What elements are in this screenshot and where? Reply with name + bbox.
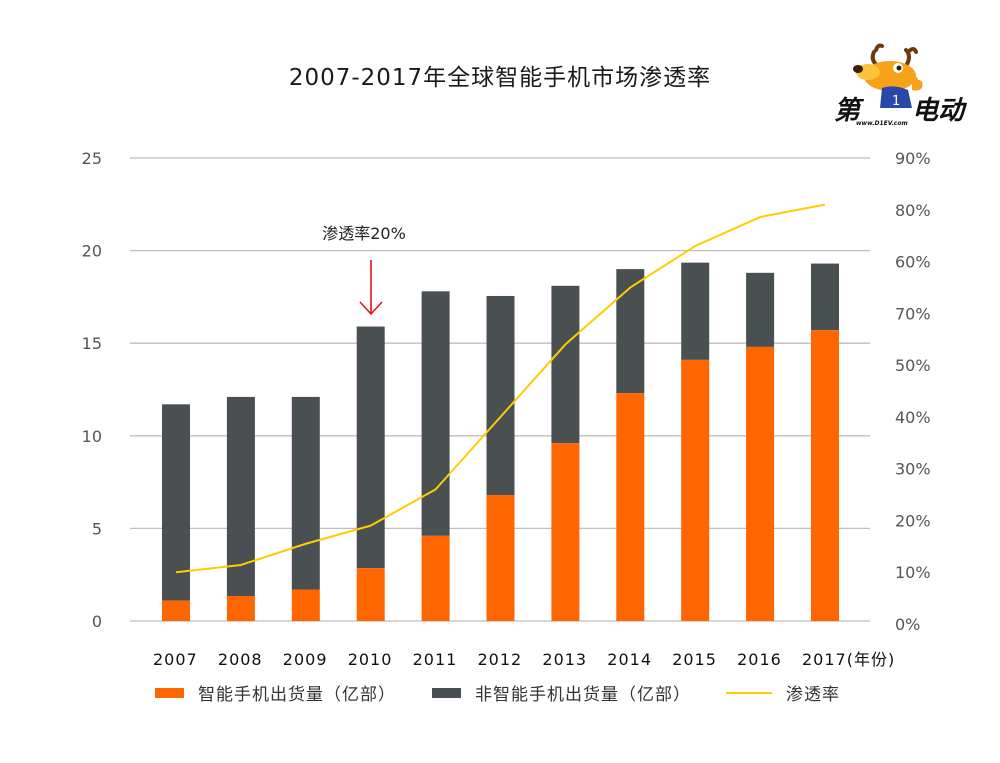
y-left-tick-label: 0: [92, 612, 102, 631]
bar-non-smartphone: [681, 262, 710, 360]
legend-item-smartphone: 智能手机出货量（亿部）: [155, 680, 396, 705]
d1ev-logo: 1 第 电动 www.D1EV.com: [832, 42, 972, 130]
legend-label: 非智能手机出货量（亿部）: [475, 685, 691, 705]
logo-text-right: 电动: [912, 96, 965, 126]
annotation-arrow-icon: [359, 260, 383, 316]
bar-non-smartphone: [811, 263, 839, 331]
x-tick-label: 2007: [153, 650, 198, 669]
y-right-tick-label: 60%: [895, 253, 931, 272]
bar-non-smartphone: [162, 404, 190, 601]
y-right-tick-label: 30%: [895, 460, 931, 479]
bar-smartphone: [486, 495, 515, 621]
y-right-tick-label: 90%: [895, 149, 931, 168]
x-tick-label: 2017(年份): [802, 650, 895, 669]
y-right-tick-label: 10%: [895, 563, 931, 582]
y-right-tick-label: 20%: [895, 511, 931, 530]
bar-smartphone: [226, 595, 255, 621]
legend-line-penetration: [726, 691, 772, 694]
legend-item-penetration: 渗透率: [726, 680, 840, 705]
bar-smartphone: [356, 568, 385, 621]
x-tick-label: 2009: [283, 650, 328, 669]
y-right-tick-label: 80%: [895, 201, 931, 220]
bar-non-smartphone: [421, 291, 450, 536]
bar-non-smartphone: [356, 326, 385, 569]
bar-non-smartphone: [291, 396, 320, 590]
y-right-tick-label: 70%: [895, 304, 931, 323]
mascot-icon: 1: [853, 43, 923, 109]
legend-label: 智能手机出货量（亿部）: [198, 685, 396, 705]
bar-non-smartphone: [486, 295, 515, 496]
y-left-tick-label: 10: [82, 427, 102, 446]
bar-non-smartphone: [551, 285, 580, 444]
y-left-tick-label: 5: [92, 519, 102, 538]
legend-label: 渗透率: [786, 685, 840, 705]
bar-smartphone: [162, 600, 190, 621]
y-right-tick-label: 50%: [895, 356, 931, 375]
logo-url: www.D1EV.com: [856, 120, 908, 127]
jersey-number: 1: [892, 94, 900, 109]
y-left-tick-label: 15: [82, 334, 102, 353]
x-tick-label: 2016: [737, 650, 782, 669]
bar-smartphone: [616, 393, 645, 621]
y-right-tick-label: 0%: [895, 615, 920, 634]
bar-non-smartphone: [616, 269, 645, 394]
bar-smartphone: [811, 330, 839, 621]
bar-smartphone: [681, 359, 710, 621]
chart-title: 2007-2017年全球智能手机市场渗透率: [288, 65, 712, 91]
legend-swatch-smartphone: [155, 687, 184, 698]
logo-text-left: 第: [834, 96, 861, 126]
bar-smartphone: [746, 346, 775, 621]
bar-smartphone: [421, 535, 450, 621]
x-tick-label: 2015: [672, 650, 717, 669]
x-tick-label: 2011: [413, 650, 458, 669]
x-tick-label: 2014: [607, 650, 652, 669]
x-tick-label: 2008: [218, 650, 263, 669]
legend-swatch-non-smartphone: [432, 687, 461, 698]
bar-non-smartphone: [746, 272, 775, 347]
y-left-tick-label: 20: [82, 242, 102, 261]
y-left-tick-label: 25: [82, 149, 102, 168]
y-right-tick-label: 40%: [895, 408, 931, 427]
annotation-text: 渗透率20%: [322, 224, 406, 243]
x-tick-label: 2012: [478, 650, 523, 669]
legend: 智能手机出货量（亿部） 非智能手机出货量（亿部） 渗透率: [0, 680, 1000, 710]
x-tick-label: 2010: [348, 650, 393, 669]
x-tick-label: 2013: [542, 650, 587, 669]
bar-smartphone: [291, 589, 320, 621]
bar-smartphone: [551, 443, 580, 621]
legend-item-non-smartphone: 非智能手机出货量（亿部）: [432, 680, 691, 705]
